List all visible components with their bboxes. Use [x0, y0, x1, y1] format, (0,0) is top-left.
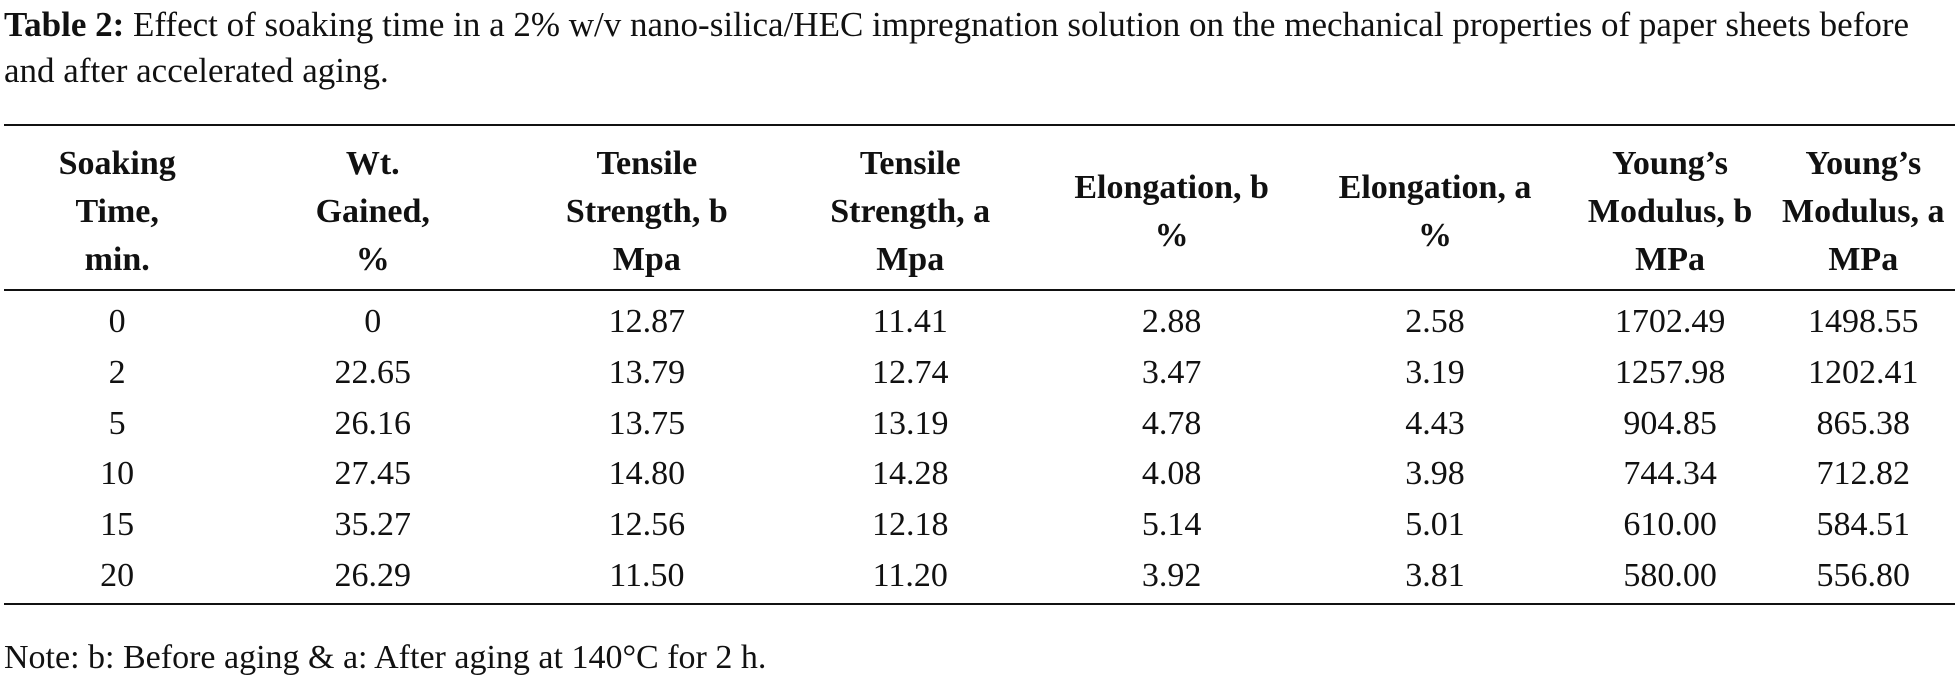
table-cell: 13.19 [871, 404, 949, 442]
table-cell: 3.47 [1141, 354, 1202, 392]
table-cell: 12.74 [871, 354, 949, 392]
table-cell: 5.14 [1141, 506, 1202, 544]
table-cell: 744.34 [1623, 455, 1717, 493]
table-header: Soaking Time, min. Wt. Gained,% Tensile Stre… [4, 125, 1955, 290]
table-cell: 3.81 [1405, 556, 1465, 594]
table-cell: 14.80 [608, 455, 686, 493]
header-elongation-b: Elongation, b% [1074, 169, 1269, 254]
table-caption-text: Effect of soaking time in a 2% w/v nano-… [4, 5, 1910, 90]
table-cell: 3.19 [1405, 354, 1465, 392]
table-cell: 3.92 [1141, 556, 1202, 594]
table-cell: 556.80 [1816, 556, 1911, 594]
table-cell: 712.82 [1816, 455, 1911, 493]
table-cell: 13.79 [608, 354, 686, 392]
table-cell: 3.98 [1405, 455, 1465, 493]
table-caption-label: Table 2: [4, 5, 125, 44]
data-table-container: Soaking Time, min. Wt. Gained,% Tensile Stre… [4, 124, 1955, 605]
table-cell: 12.87 [608, 303, 686, 341]
header-tensile-strength-a: Tensile Strength, a Mpa [830, 145, 991, 278]
table-cell: 2.58 [1405, 303, 1465, 341]
table-cell: 26.16 [334, 404, 411, 442]
table-cell: 4.43 [1405, 404, 1465, 442]
table-row: 5 26.16 13.75 13.19 4.78 4.43 904.85 865… [4, 398, 1955, 449]
table-cell: 865.38 [1816, 404, 1911, 442]
table-cell: 1498.55 [1808, 303, 1919, 341]
header-elongation-a: Elongation, a% [1338, 169, 1532, 254]
table-body: 0 0 12.87 11.41 2.88 2.58 1702.49 1498.5… [4, 290, 1955, 605]
table-cell: 27.45 [334, 455, 411, 493]
table-cell: 11.41 [872, 303, 948, 341]
table-cell: 26.29 [334, 556, 411, 594]
table-row: 15 35.27 12.56 12.18 5.14 5.01 610.00 58… [4, 500, 1955, 551]
table-cell: 12.56 [608, 506, 686, 544]
table-cell: 0 [364, 303, 382, 341]
table-cell: 1257.98 [1614, 354, 1726, 392]
table-cell: 12.18 [871, 506, 949, 544]
table-row: 2 22.65 13.79 12.74 3.47 3.19 1257.98 12… [4, 348, 1955, 399]
table-cell: 13.75 [608, 404, 686, 442]
table-row: 20 26.29 11.50 11.20 3.92 3.81 580.00 55… [4, 550, 1955, 605]
table-cell: 584.51 [1816, 506, 1911, 544]
table-row: 10 27.45 14.80 14.28 4.08 3.98 744.34 71… [4, 449, 1955, 500]
table-cell: 4.78 [1141, 404, 1202, 442]
table-cell: 1702.49 [1614, 303, 1726, 341]
table-cell: 4.08 [1141, 455, 1202, 493]
table-cell: 20 [100, 556, 135, 594]
table-cell: 11.50 [609, 556, 685, 594]
table-cell: 1202.41 [1808, 354, 1919, 392]
header-youngs-modulus-a: Young’s Modulus, a MPa [1782, 145, 1945, 278]
table-cell: 610.00 [1623, 506, 1717, 544]
table-cell: 35.27 [334, 506, 411, 544]
table-cell: 22.65 [334, 354, 411, 392]
table-cell: 5 [108, 404, 126, 442]
table-cell: 14.28 [871, 455, 949, 493]
header-wt-gained: Wt. Gained,% [315, 145, 430, 278]
table-caption: Table 2: Effect of soaking time in a 2% … [4, 2, 1954, 94]
table-note: Note: b: Before aging & a: After aging a… [4, 639, 767, 676]
table-cell: 5.01 [1405, 506, 1465, 544]
table-row: 0 0 12.87 11.41 2.88 2.58 1702.49 1498.5… [4, 290, 1955, 348]
header-soaking-time: Soaking Time, min. [58, 145, 176, 278]
table-cell: 2 [108, 354, 126, 392]
table-cell: 0 [108, 303, 126, 341]
mechanical-properties-table: Soaking Time, min. Wt. Gained,% Tensile Stre… [4, 124, 1955, 605]
table-cell: 11.20 [872, 556, 948, 594]
header-tensile-strength-b: Tensile Strength, b Mpa [565, 145, 728, 278]
table-cell: 10 [100, 455, 135, 493]
header-row: Soaking Time, min. Wt. Gained,% Tensile Stre… [4, 125, 1955, 290]
header-youngs-modulus-b: Young’s Modulus, b MPa [1587, 145, 1753, 278]
table-cell: 580.00 [1623, 556, 1717, 594]
table-cell: 2.88 [1141, 303, 1202, 341]
table-cell: 904.85 [1623, 404, 1717, 442]
table-cell: 15 [100, 506, 135, 544]
